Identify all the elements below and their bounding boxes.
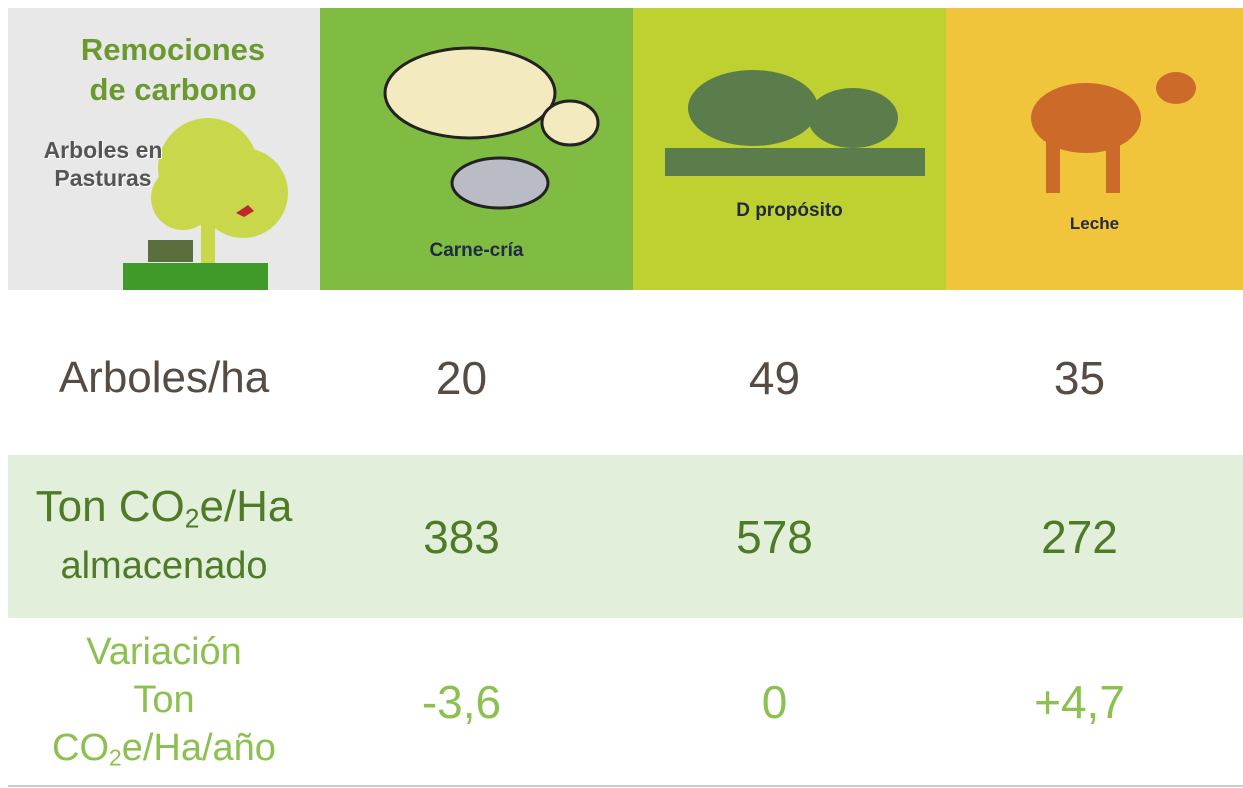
subtitle-line: Pasturas [54,165,152,191]
title-line: Remociones [80,32,266,67]
label-text: Variación Ton CO2e/Ha/año [52,628,276,782]
header-title: Remociones de carbono [8,30,338,110]
column-header: D propósito [633,8,946,290]
value-cell: 272 [1041,510,1118,563]
label-part: e/Ha/año [121,727,276,770]
header-subtitle: Arboles en Pasturas [18,136,188,192]
label-text: Ton CO2e/Ha almacenado [35,481,293,590]
tree-icon [123,118,288,290]
column-header: Carne-cría [320,8,633,290]
header-title-cell: Remociones de carbono Arboles en Pastura… [8,8,320,290]
value-cell: 35 [1053,351,1106,404]
dairy-cow-icon [1031,72,1196,193]
row-label: Variación Ton CO2e/Ha/año [8,625,320,785]
label-part: Variación [86,631,242,674]
title-line: de carbono [89,72,257,107]
label-part: almacenado [60,545,268,588]
row-label: Ton CO2e/Ha almacenado [8,455,320,618]
bottom-border [8,785,1243,787]
label-part: Ton CO [35,481,185,531]
column-header: Leche [946,8,1243,290]
subtitle-line: Arboles en [43,137,163,163]
column-label: Carne-cría [429,240,524,261]
label-subscript: 2 [184,503,200,534]
column-label: D propósito [736,200,843,221]
cow-calf-icon [383,46,600,210]
value-cell: +4,7 [1034,675,1125,728]
label-part: Ton [133,679,195,722]
row-label: Arboles/ha [8,300,320,455]
label-subscript: 2 [109,744,122,771]
value-cell: 383 [423,510,500,563]
value-cell: 20 [435,351,488,404]
label-text: Arboles/ha [58,352,270,402]
column-label: Leche [1069,214,1120,233]
row-band [8,455,1243,618]
value-cell: 0 [761,675,788,728]
value-cell: -3,6 [421,675,502,728]
label-part: CO [52,727,110,770]
cattle-silhouette [665,70,925,176]
value-cell: 49 [748,351,801,404]
value-cell: 578 [736,510,813,563]
label-part: e/Ha [199,481,293,531]
